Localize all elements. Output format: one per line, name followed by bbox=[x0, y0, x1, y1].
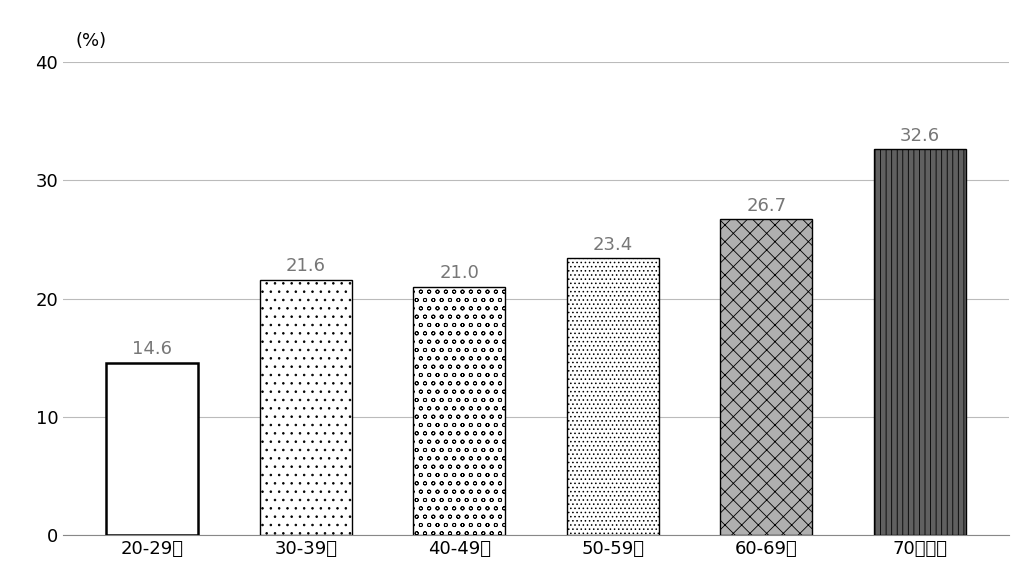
Bar bbox=[873, 149, 966, 535]
Text: 14.6: 14.6 bbox=[132, 340, 172, 358]
Bar bbox=[260, 280, 352, 535]
Text: 21.6: 21.6 bbox=[286, 257, 326, 275]
Bar bbox=[720, 219, 812, 535]
Text: (%): (%) bbox=[76, 32, 106, 50]
Text: 21.0: 21.0 bbox=[439, 264, 479, 282]
Bar bbox=[106, 363, 199, 535]
Bar bbox=[566, 259, 658, 535]
Text: 26.7: 26.7 bbox=[746, 197, 786, 215]
Text: 23.4: 23.4 bbox=[593, 236, 633, 254]
Text: 32.6: 32.6 bbox=[900, 127, 940, 144]
Bar bbox=[414, 287, 505, 535]
